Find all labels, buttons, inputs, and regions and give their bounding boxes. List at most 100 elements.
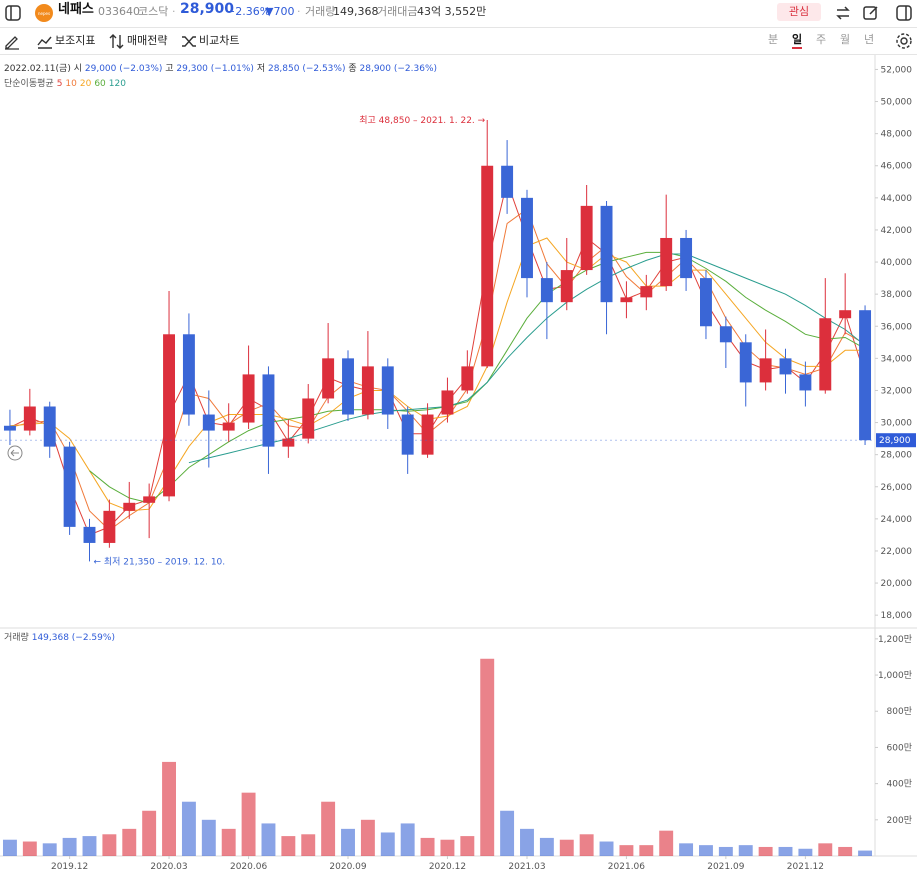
volume-bar [201, 819, 216, 856]
header-bar: nepes 네패스 033640 코스닥 · 28,900 −2.36% ▼70… [0, 0, 917, 28]
change-pct: −2.36% [226, 5, 271, 18]
watch-button[interactable]: 관심 [777, 3, 821, 21]
volume-bar [699, 845, 713, 856]
volume-label: 거래량 [305, 5, 336, 18]
tool-button[interactable]: 매매전략 [127, 34, 168, 47]
candle-body [163, 334, 175, 497]
strategy-icon[interactable] [109, 33, 125, 49]
x-tick-label: 2020.09 [329, 862, 366, 870]
candle-body [302, 398, 315, 439]
candle-body [501, 165, 514, 198]
volume-bar [559, 839, 574, 856]
x-tick-label: 2021.12 [787, 862, 824, 870]
candle-body [83, 526, 96, 543]
candle-body [580, 205, 593, 271]
volume-bar [301, 834, 316, 856]
volume-tick-label: 800만 [887, 706, 912, 717]
amount-label: 거래대금 [377, 5, 418, 18]
volume-bar [778, 846, 793, 856]
close-label: 종 [348, 64, 357, 74]
candle-body [123, 502, 136, 511]
candle-body [202, 414, 215, 431]
y-tick-label: 18,000 [881, 611, 913, 621]
legend-entry: 20 [79, 79, 92, 89]
volume-value: 149,368 (−2.59%) [31, 633, 115, 643]
candle-body [381, 366, 394, 415]
company-logo: nepes [35, 4, 53, 22]
indicator-icon[interactable] [37, 33, 53, 49]
edit-icon[interactable] [862, 4, 880, 22]
y-tick-label: 24,000 [881, 515, 913, 525]
y-tick-label: 36,000 [881, 322, 913, 332]
volume-bar [2, 839, 17, 856]
ma-legend: 단순이동평균 5 10 20 60 120 [4, 77, 126, 91]
volume-tick-label: 600만 [887, 742, 912, 753]
date: 2022.02.11(금) [4, 64, 71, 74]
tool-button[interactable]: 보조지표 [55, 34, 96, 47]
y-tick-label: 26,000 [881, 483, 913, 493]
ma-line [188, 253, 866, 464]
swap-icon[interactable] [834, 4, 852, 22]
y-tick-label: 20,000 [881, 579, 913, 589]
high: 29,300 (−1.01%) [176, 64, 254, 74]
volume: 149,368 [333, 5, 379, 18]
candle-body [441, 390, 454, 415]
volume-bar [758, 846, 773, 856]
tool-button[interactable]: 비교차트 [199, 34, 240, 47]
volume-bar [380, 832, 395, 856]
volume-bar [500, 810, 515, 856]
candle-body [540, 278, 553, 303]
close: 28,900 (−2.36%) [359, 64, 438, 74]
candle-body [660, 237, 673, 287]
x-tick-label: 2020.03 [150, 862, 187, 870]
x-tick-label: 2019.12 [51, 862, 88, 870]
candle-body [719, 326, 732, 343]
candle-body [759, 358, 772, 383]
panel-icon[interactable] [895, 4, 913, 22]
period-tab[interactable]: 주 [816, 33, 827, 46]
volume-bar [718, 846, 733, 856]
volume-tick-label: 1,000만 [878, 670, 912, 681]
candle-body [342, 358, 354, 415]
period-tab[interactable]: 월 [840, 33, 851, 46]
y-tick-label: 44,000 [881, 194, 913, 204]
open: 29,000 (−2.03%) [84, 64, 163, 74]
volume-bar [22, 841, 37, 856]
volume-bar [162, 761, 176, 856]
candle-body [182, 334, 195, 415]
compare-icon[interactable] [181, 33, 197, 49]
candle-body [839, 310, 852, 319]
volume-bar [142, 810, 157, 856]
period-tab[interactable]: 년 [864, 33, 875, 46]
y-tick-label: 46,000 [881, 162, 913, 172]
volume-bar [122, 828, 137, 856]
ma-line [9, 180, 866, 536]
candle-body [262, 374, 275, 447]
candle-body [620, 297, 633, 303]
volume-bar [838, 846, 853, 856]
volume-bar [798, 848, 813, 856]
candle-body [282, 438, 295, 447]
sidebar-icon[interactable] [4, 4, 22, 22]
candle-body [521, 197, 533, 279]
volume-bar [480, 658, 495, 856]
low: 28,850 (−2.53%) [267, 64, 346, 74]
candle-body [799, 374, 812, 391]
candle-body [23, 406, 36, 431]
high-label: 고 [165, 64, 174, 74]
period-tab[interactable]: 분 [768, 33, 779, 46]
volume-bar [102, 834, 117, 856]
separator: · [297, 5, 301, 18]
settings-icon[interactable] [895, 32, 913, 50]
candle-body [222, 422, 235, 431]
y-tick-label: 34,000 [881, 354, 913, 364]
period-tab[interactable]: 일 [792, 33, 803, 49]
candle-body [421, 414, 434, 455]
candle-body [819, 318, 832, 391]
candle-body [401, 414, 414, 455]
x-tick-label: 2020.12 [429, 862, 466, 870]
y-tick-label: 32,000 [881, 386, 913, 396]
draw-icon[interactable] [3, 32, 21, 50]
